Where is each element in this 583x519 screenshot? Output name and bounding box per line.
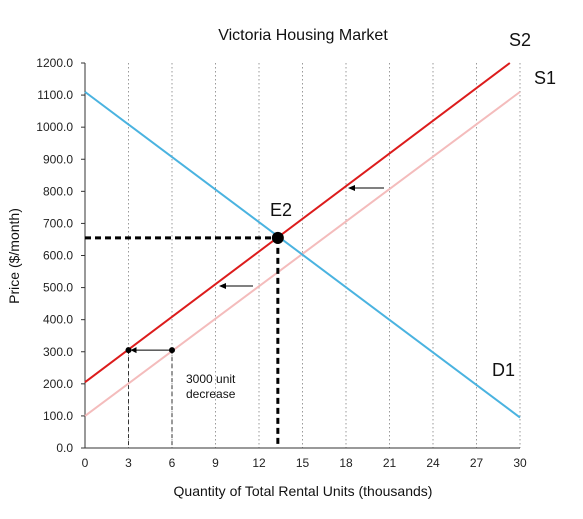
- y-tick-label: 100.0: [43, 409, 73, 423]
- shift-point: [125, 347, 132, 354]
- x-tick-label: 0: [82, 456, 89, 470]
- e2-label: E2: [270, 200, 292, 220]
- shift-arrow-head: [130, 347, 137, 354]
- y-tick-label: 1000.0: [36, 120, 73, 134]
- annotations: [85, 185, 384, 448]
- shift-arrow-lower-head: [219, 283, 226, 289]
- x-tick-label: 21: [383, 456, 397, 470]
- annotation-line-2: decrease: [186, 387, 236, 401]
- axes: [81, 62, 520, 449]
- x-axis-label: Quantity of Total Rental Units (thousand…: [174, 483, 433, 499]
- s2-label: S2: [509, 30, 531, 50]
- x-tick-label: 3: [125, 456, 132, 470]
- tick-labels: 0 3 6 9 12 15 18 21 24 27 300.0100.0200.0300.0400.…: [36, 56, 527, 470]
- y-tick-label: 600.0: [43, 249, 73, 263]
- d1-label: D1: [492, 360, 515, 380]
- y-tick-label: 500.0: [43, 281, 73, 295]
- chart-title: Victoria Housing Market: [218, 27, 388, 44]
- series-line-s2: [84, 62, 511, 384]
- x-tick-label: 15: [296, 456, 310, 470]
- x-tick-label: 9: [212, 456, 219, 470]
- annotation-line-1: 3000 unit: [186, 372, 236, 386]
- x-tick-label: 12: [252, 456, 266, 470]
- y-tick-label: 200.0: [43, 377, 73, 391]
- x-tick-label: 24: [426, 456, 440, 470]
- x-tick-label: 27: [470, 456, 484, 470]
- y-tick-label: 400.0: [43, 313, 73, 327]
- shift-arrow-upper-head: [348, 185, 355, 191]
- y-tick-label: 300.0: [43, 345, 73, 359]
- x-tick-label: 30: [513, 456, 527, 470]
- shift-point: [169, 347, 175, 354]
- series: [84, 62, 521, 419]
- equilibrium-point: [271, 231, 284, 244]
- y-tick-label: 800.0: [43, 184, 73, 198]
- series-line-d1: [84, 91, 521, 419]
- x-tick-label: 18: [339, 456, 353, 470]
- y-tick-label: 1200.0: [36, 56, 73, 70]
- y-tick-label: 0.0: [56, 441, 73, 455]
- y-axis-label: Price ($/month): [6, 208, 22, 304]
- y-tick-label: 900.0: [43, 152, 73, 166]
- s1-label: S1: [534, 68, 556, 88]
- y-tick-label: 1100.0: [37, 88, 73, 102]
- x-tick-label: 6: [169, 456, 176, 470]
- y-tick-label: 700.0: [43, 216, 73, 230]
